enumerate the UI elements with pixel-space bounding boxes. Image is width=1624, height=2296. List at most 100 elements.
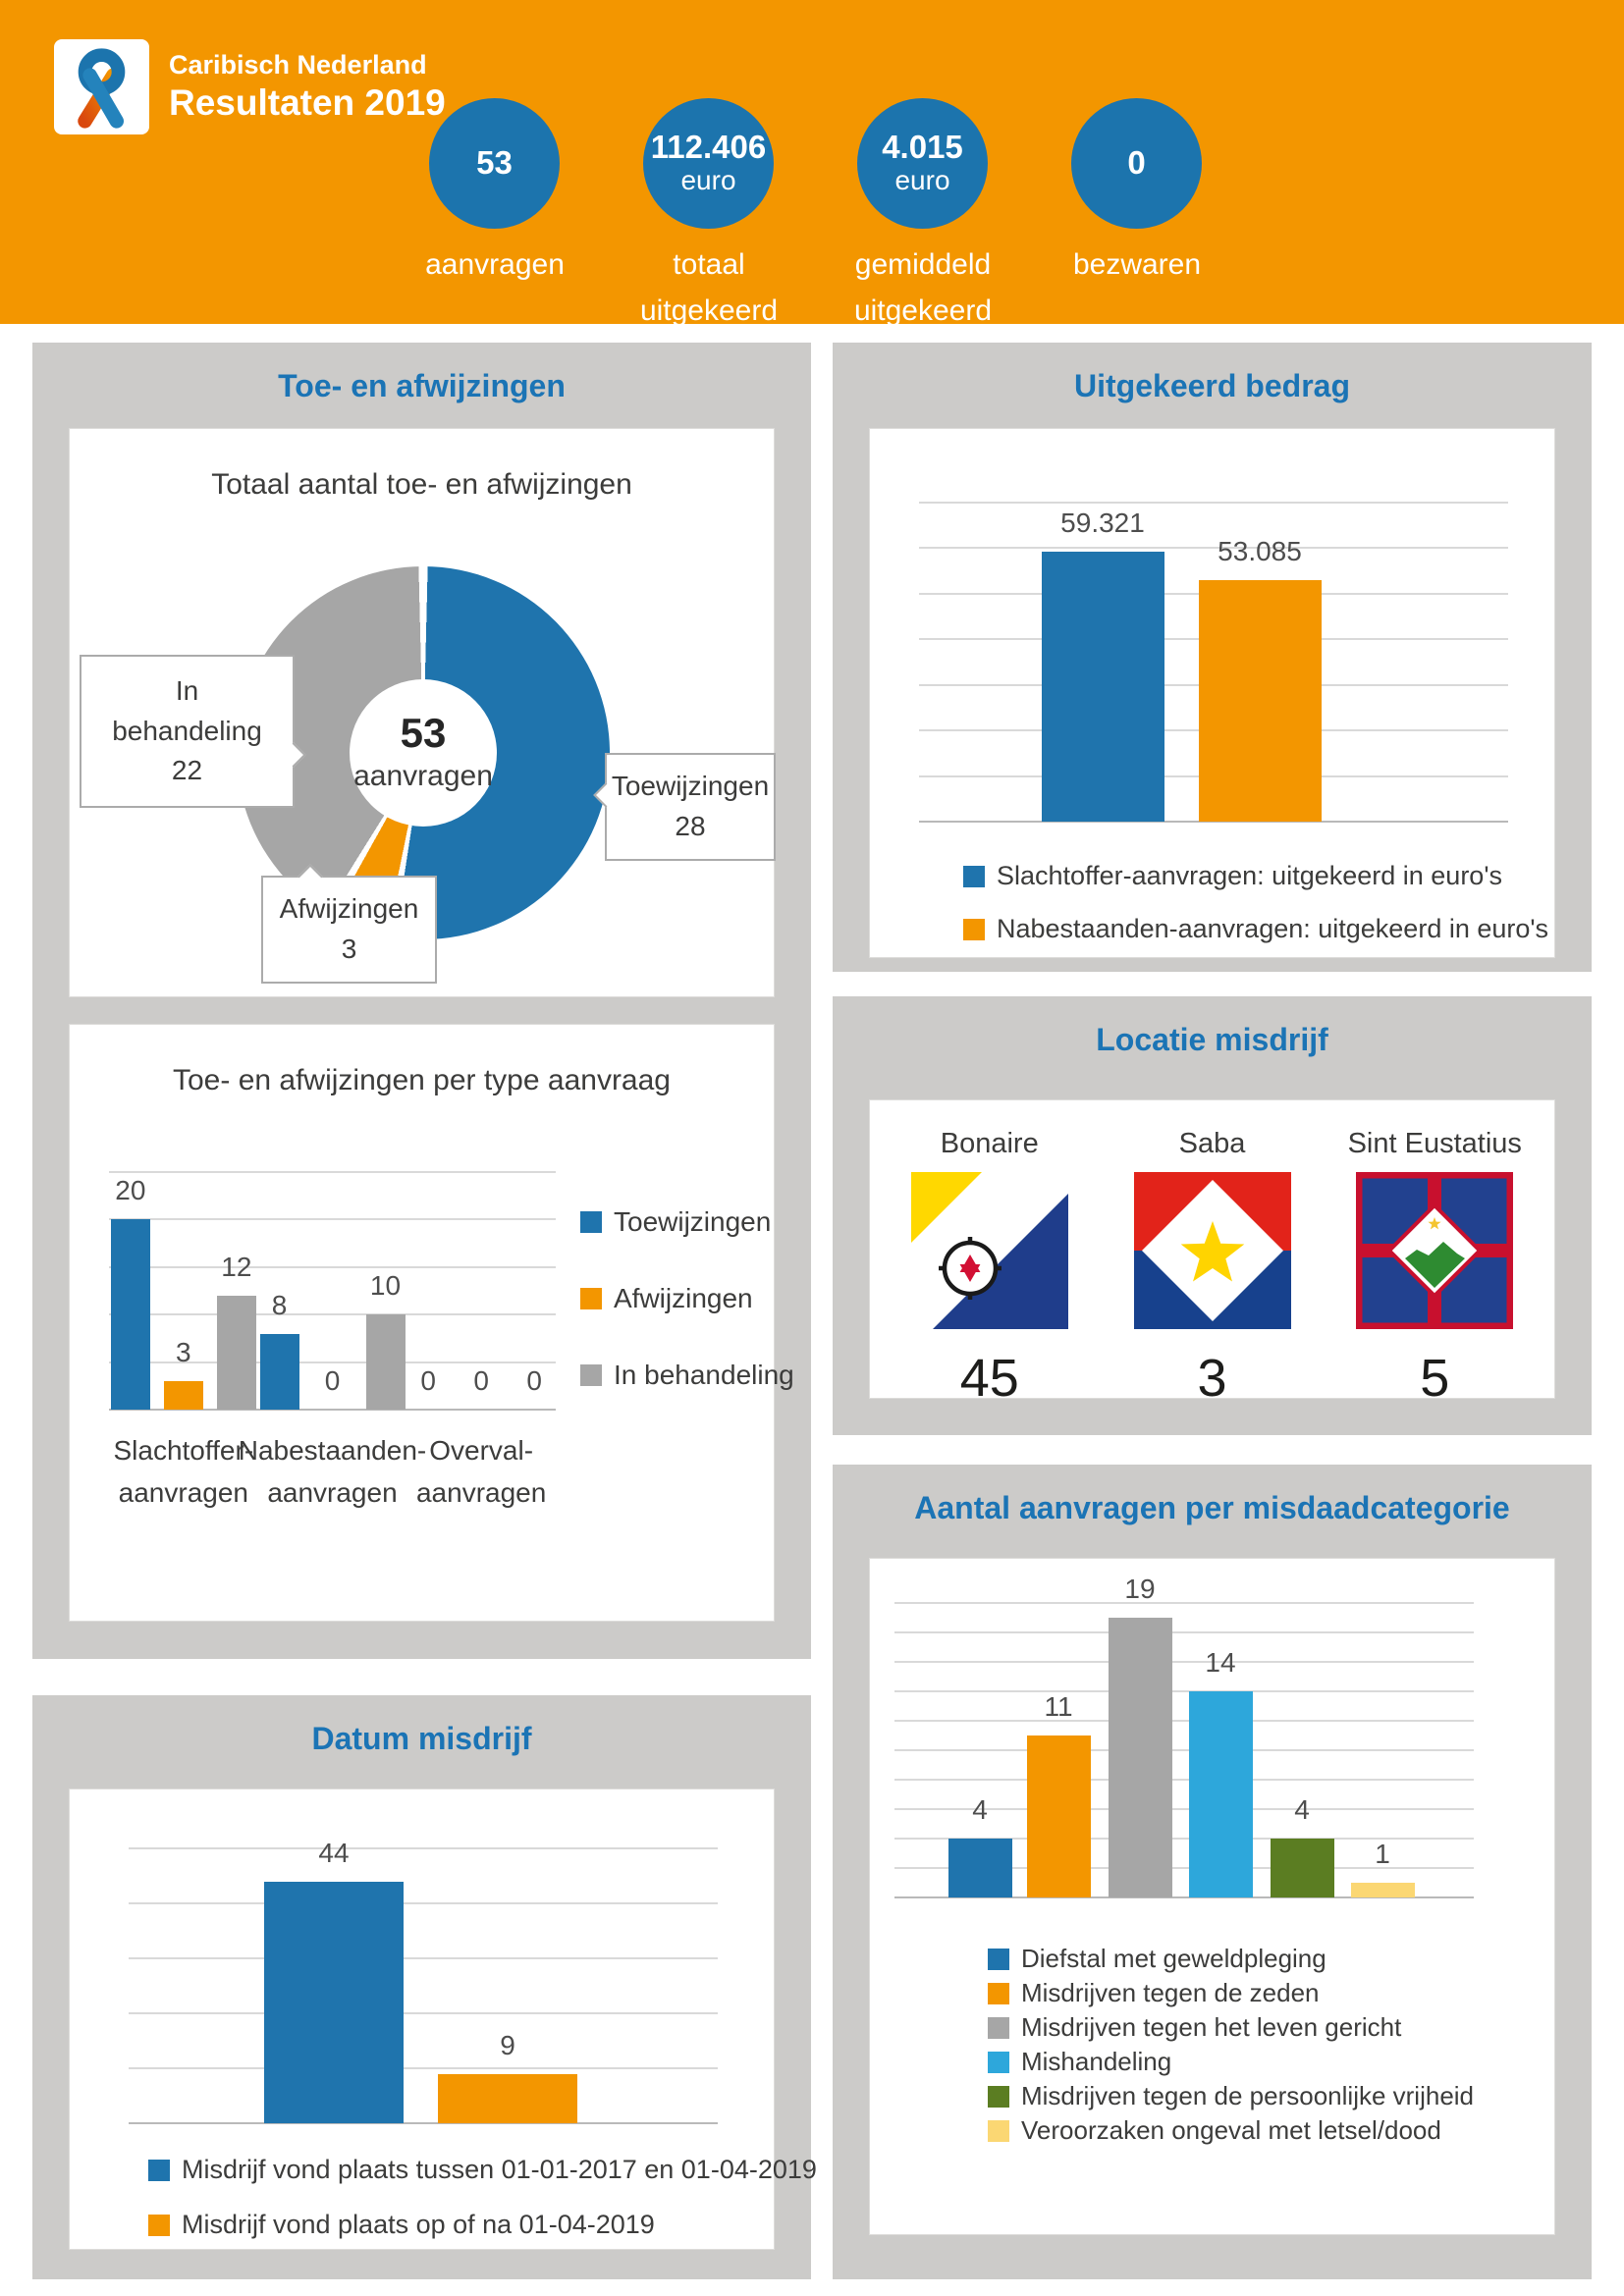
- location-saba: Saba 3: [1110, 1128, 1316, 1409]
- legend-label: Misdrijven tegen het leven gericht: [1021, 2012, 1402, 2042]
- bar: [947, 1839, 1012, 1897]
- callout-line: 22: [171, 755, 203, 786]
- callout-line: Toewijzingen: [611, 771, 770, 802]
- gridline: [129, 1957, 718, 1959]
- legend-swatch: [988, 2085, 1009, 2108]
- callout-line: 3: [341, 934, 357, 964]
- legend-item: Misdrijven tegen de persoonlijke vrijhei…: [988, 2081, 1474, 2111]
- gridline: [919, 547, 1508, 550]
- brand-subtitle: Caribisch Nederland: [169, 50, 427, 80]
- legend-swatch: [580, 1211, 602, 1233]
- axis-baseline: [894, 1896, 1474, 1898]
- saba-flag-icon: [1133, 1172, 1291, 1329]
- legend-label: Misdrijf vond plaats tussen 01-01-2017 e…: [182, 2155, 817, 2184]
- gridline: [894, 1690, 1474, 1692]
- flag-label: Sint Eustatius: [1347, 1128, 1522, 1159]
- panel-datum-misdrijf: Datum misdrijf 44 9 Misdrijf vond plaats t…: [32, 1695, 817, 2279]
- panel-locatie-misdrijf: Locatie misdrijf Bonaire 45: [833, 996, 1592, 1435]
- flag-label: Saba: [1178, 1128, 1246, 1159]
- legend-item: Toewijzingen: [580, 1206, 771, 1238]
- bar-value-label: 10: [369, 1270, 402, 1302]
- panel-title: Aantal aanvragen per misdaadcategorie: [914, 1490, 1510, 1525]
- bar: [1198, 579, 1322, 822]
- bar-value-label: 4: [1294, 1794, 1310, 1825]
- category-label: Overval- aanvragen: [415, 1435, 547, 1509]
- ribbon-logo-icon: [78, 48, 126, 129]
- flag-value: 3: [1197, 1349, 1227, 1408]
- gridline: [129, 1847, 718, 1849]
- legend-swatch: [963, 865, 985, 887]
- bar-value-label: 44: [318, 1837, 350, 1868]
- stat-totaal-uitgekeerd: 112.406 euro totaal uitgekeerd: [640, 98, 778, 334]
- stat-value: 53: [476, 144, 513, 182]
- gridline: [894, 1720, 1474, 1722]
- bar-chart-datum: 44 9 Misdrijf vond plaats tussen 01-01-201…: [70, 1789, 817, 2249]
- bar-value-label: 20: [115, 1175, 146, 1206]
- logo: [54, 39, 149, 134]
- legend-item: Misdrijf vond plaats op of na 01-04-2019: [148, 2210, 655, 2240]
- panel-title: Toe- en afwijzingen: [278, 368, 566, 403]
- gridline: [894, 1602, 1474, 1604]
- gridline: [894, 1867, 1474, 1869]
- bar-value-label: 1: [1375, 1839, 1390, 1869]
- legend-label: Toewijzingen: [614, 1206, 772, 1237]
- gridline: [894, 1631, 1474, 1633]
- panel-title: Locatie misdrijf: [1096, 1022, 1328, 1057]
- gridline: [109, 1171, 556, 1173]
- gridline: [894, 1661, 1474, 1663]
- location-sint-eustatius: Sint Eustatius 5: [1331, 1128, 1538, 1409]
- category-label: Slachtoffer- aanvragen: [113, 1435, 254, 1509]
- brand-text: Caribisch Nederland Resultaten 2019: [169, 49, 446, 127]
- bar: [259, 1333, 299, 1410]
- bar-value-label: 12: [221, 1251, 252, 1282]
- gridline: [129, 2067, 718, 2069]
- bar: [1108, 1618, 1172, 1897]
- bar-chart-categorie: 4 11 19 14 4 1 Diefstal met geweldpleging Misdr…: [870, 1559, 1554, 2234]
- gridline: [109, 1313, 556, 1316]
- panel-title: Datum misdrijf: [311, 1721, 532, 1756]
- axis-baseline: [109, 1409, 556, 1411]
- gridline: [129, 1902, 718, 1904]
- bar: [438, 2073, 577, 2123]
- gridline: [894, 1838, 1474, 1840]
- callout-afwijzingen: Afwijzingen 3: [261, 876, 437, 984]
- axis-baseline: [919, 821, 1508, 823]
- bar: [110, 1219, 150, 1410]
- gridline: [109, 1361, 556, 1363]
- bar-value-label: 0: [420, 1365, 436, 1396]
- flag-value: 45: [959, 1349, 1019, 1408]
- callout-line: Afwijzingen: [279, 893, 419, 925]
- bar-chart-uitgekeerd: 59.321 53.085 Slachtoffer-aanvragen: uitge…: [870, 429, 1554, 957]
- gridline: [894, 1779, 1474, 1781]
- panel-title: Uitgekeerd bedrag: [1074, 368, 1350, 403]
- bar-value-label: 4: [972, 1794, 988, 1825]
- legend-label: Nabestaanden-aanvragen: uitgekeerd in eu…: [997, 914, 1549, 943]
- stat-value: 0: [1127, 144, 1146, 182]
- bar: [264, 1881, 404, 2123]
- legend-swatch: [148, 2159, 170, 2181]
- donut-center-value: 53: [400, 710, 447, 757]
- legend-swatch: [580, 1364, 602, 1386]
- sint-eustatius-flag-icon: [1355, 1171, 1514, 1330]
- legend-swatch: [148, 2214, 170, 2236]
- panel-uitgekeerd-bedrag: Uitgekeerd bedrag 59.321 53.085 Slachtoffe…: [833, 343, 1592, 972]
- stat-bezwaren: 0 bezwaren: [1071, 98, 1202, 334]
- legend-swatch: [580, 1288, 602, 1309]
- legend-label: Mishandeling: [1021, 2047, 1172, 2076]
- chart-title: Toe- en afwijzingen per type aanvraag: [173, 1064, 671, 1096]
- stat-circle: 4.015 euro: [857, 98, 988, 229]
- bar-value-label: 19: [1124, 1574, 1156, 1604]
- stat-circle: 53: [429, 98, 560, 229]
- card-uitgekeerd: 59.321 53.085 Slachtoffer-aanvragen: uitge…: [869, 428, 1555, 958]
- stat-label: aanvragen: [425, 248, 565, 281]
- bar-chart-per-type: Slachtoffer- aanvragen Nabestaanden- aanv…: [70, 1025, 794, 1621]
- legend-item: Nabestaanden-aanvragen: uitgekeerd in eu…: [963, 914, 1548, 944]
- bar-value-label: 9: [500, 2029, 515, 2060]
- card-categorie: 4 11 19 14 4 1 Diefstal met geweldpleging Misdr…: [869, 1558, 1555, 2235]
- donut-center-label: aanvragen: [353, 759, 493, 792]
- bar-value-label: 8: [271, 1289, 288, 1320]
- card-locatie: Bonaire 45 Saba: [869, 1099, 1555, 1408]
- card-datum: 44 9 Misdrijf vond plaats tussen 01-01-201…: [69, 1789, 817, 2250]
- bar-value-label: 11: [1044, 1691, 1073, 1722]
